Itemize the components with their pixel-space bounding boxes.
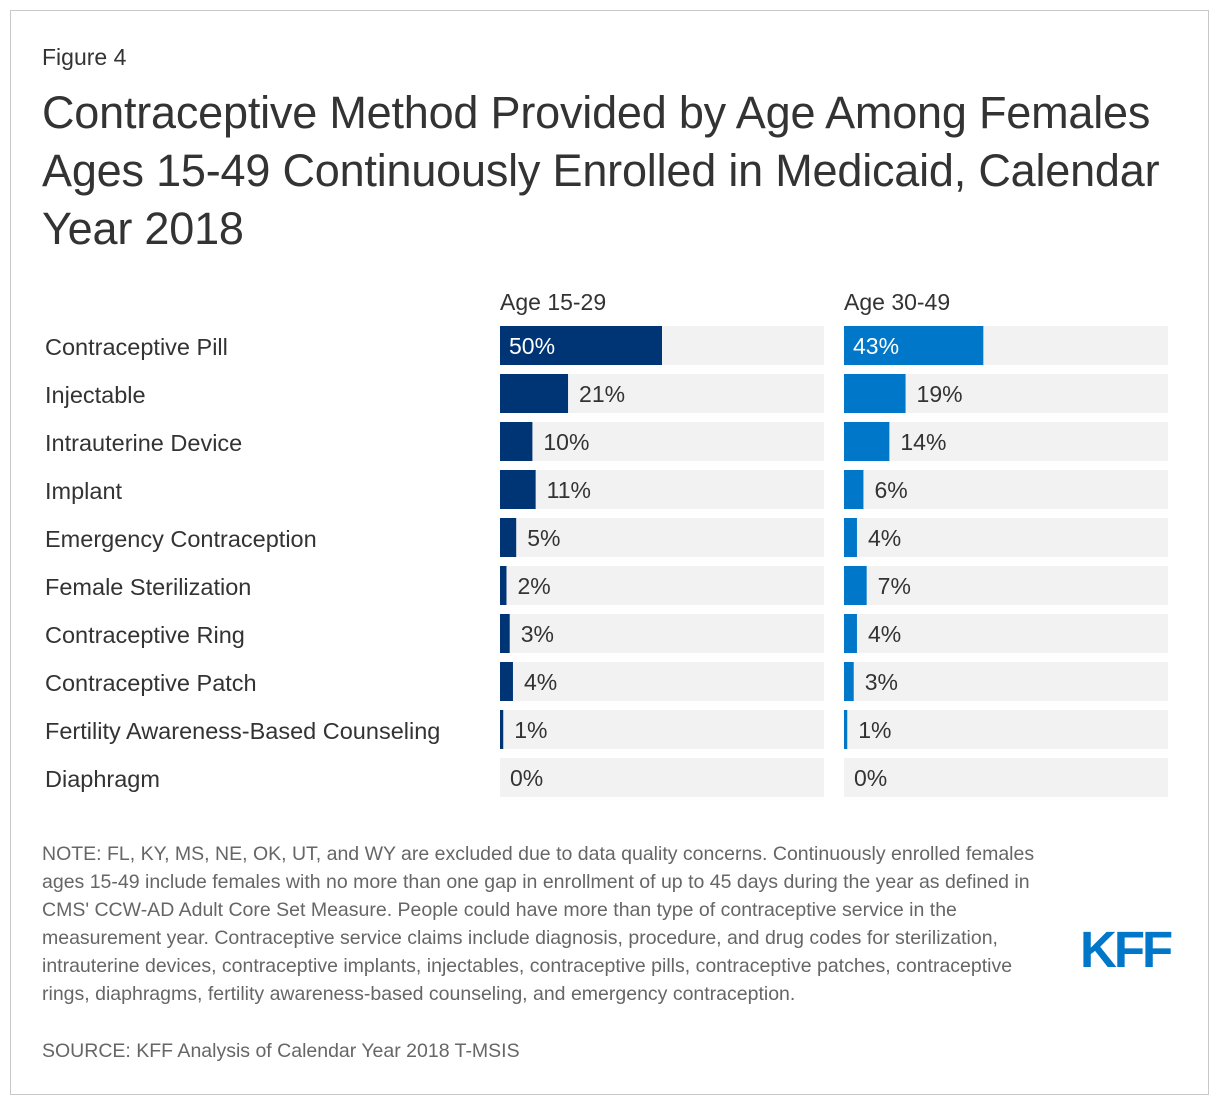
svg-text:KFF: KFF bbox=[1080, 922, 1172, 974]
data-label: 3% bbox=[865, 669, 898, 695]
bar bbox=[500, 614, 510, 653]
bar bbox=[844, 614, 857, 653]
data-label: 0% bbox=[510, 765, 543, 791]
bar bbox=[844, 566, 867, 605]
bar-track bbox=[844, 614, 1168, 653]
series-header: Age 15-29 bbox=[500, 289, 606, 315]
category-label: Contraceptive Pill bbox=[45, 334, 228, 360]
bar-track bbox=[844, 470, 1168, 509]
data-label: 6% bbox=[874, 477, 907, 503]
data-label: 14% bbox=[900, 429, 946, 455]
data-label: 11% bbox=[547, 477, 591, 503]
figure-label: Figure 4 bbox=[42, 44, 127, 70]
series-header: Age 30-49 bbox=[844, 289, 950, 315]
category-label: Emergency Contraception bbox=[45, 526, 317, 552]
bar-track bbox=[500, 518, 824, 557]
bar bbox=[844, 374, 906, 413]
data-label: 4% bbox=[524, 669, 557, 695]
data-label: 43% bbox=[853, 333, 899, 359]
chart-note: NOTE: FL, KY, MS, NE, OK, UT, and WY are… bbox=[42, 843, 1035, 1005]
bar bbox=[500, 470, 536, 509]
data-label: 5% bbox=[527, 525, 560, 551]
bar-track bbox=[844, 710, 1168, 749]
bar-track bbox=[500, 758, 824, 797]
bar bbox=[844, 518, 857, 557]
data-label: 1% bbox=[514, 717, 547, 743]
bar-track bbox=[500, 614, 824, 653]
bar bbox=[844, 422, 890, 461]
bar bbox=[500, 566, 507, 605]
data-label: 2% bbox=[517, 573, 550, 599]
data-label: 4% bbox=[868, 525, 901, 551]
bar bbox=[500, 374, 569, 413]
bar-track bbox=[844, 566, 1168, 605]
category-label: Female Sterilization bbox=[45, 574, 251, 600]
bar bbox=[500, 662, 513, 701]
data-label: 3% bbox=[521, 621, 554, 647]
bar bbox=[500, 518, 517, 557]
bar-track bbox=[844, 662, 1168, 701]
bar bbox=[844, 710, 848, 749]
category-label: Contraceptive Patch bbox=[45, 670, 257, 696]
data-label: 19% bbox=[917, 381, 963, 407]
data-label: 4% bbox=[868, 621, 901, 647]
chart-title: Contraceptive Method Provided by Age Amo… bbox=[42, 87, 1160, 254]
bar bbox=[844, 470, 864, 509]
chart-source: SOURCE: KFF Analysis of Calendar Year 20… bbox=[42, 1040, 520, 1062]
bar-track bbox=[844, 422, 1168, 461]
data-label: 1% bbox=[858, 717, 891, 743]
data-label: 0% bbox=[854, 765, 887, 791]
bar bbox=[500, 326, 662, 365]
data-label: 21% bbox=[579, 381, 625, 407]
bar-track bbox=[500, 566, 824, 605]
data-label: 7% bbox=[878, 573, 911, 599]
category-label: Fertility Awareness-Based Counseling bbox=[45, 718, 440, 744]
bar bbox=[844, 326, 984, 365]
data-label: 50% bbox=[509, 333, 555, 359]
data-label: 10% bbox=[543, 429, 589, 455]
kff-logo: KFF bbox=[1080, 922, 1175, 974]
bar-track bbox=[500, 470, 824, 509]
bar bbox=[844, 662, 854, 701]
category-label: Implant bbox=[45, 478, 123, 504]
bar-track bbox=[844, 518, 1168, 557]
bar-track bbox=[500, 662, 824, 701]
bar-track bbox=[500, 422, 824, 461]
bar-track bbox=[500, 710, 824, 749]
category-label: Injectable bbox=[45, 382, 146, 408]
bar bbox=[500, 710, 504, 749]
category-label: Contraceptive Ring bbox=[45, 622, 245, 648]
bar bbox=[500, 422, 533, 461]
category-label: Intrauterine Device bbox=[45, 430, 242, 456]
bar-track bbox=[844, 758, 1168, 797]
category-label: Diaphragm bbox=[45, 766, 160, 792]
